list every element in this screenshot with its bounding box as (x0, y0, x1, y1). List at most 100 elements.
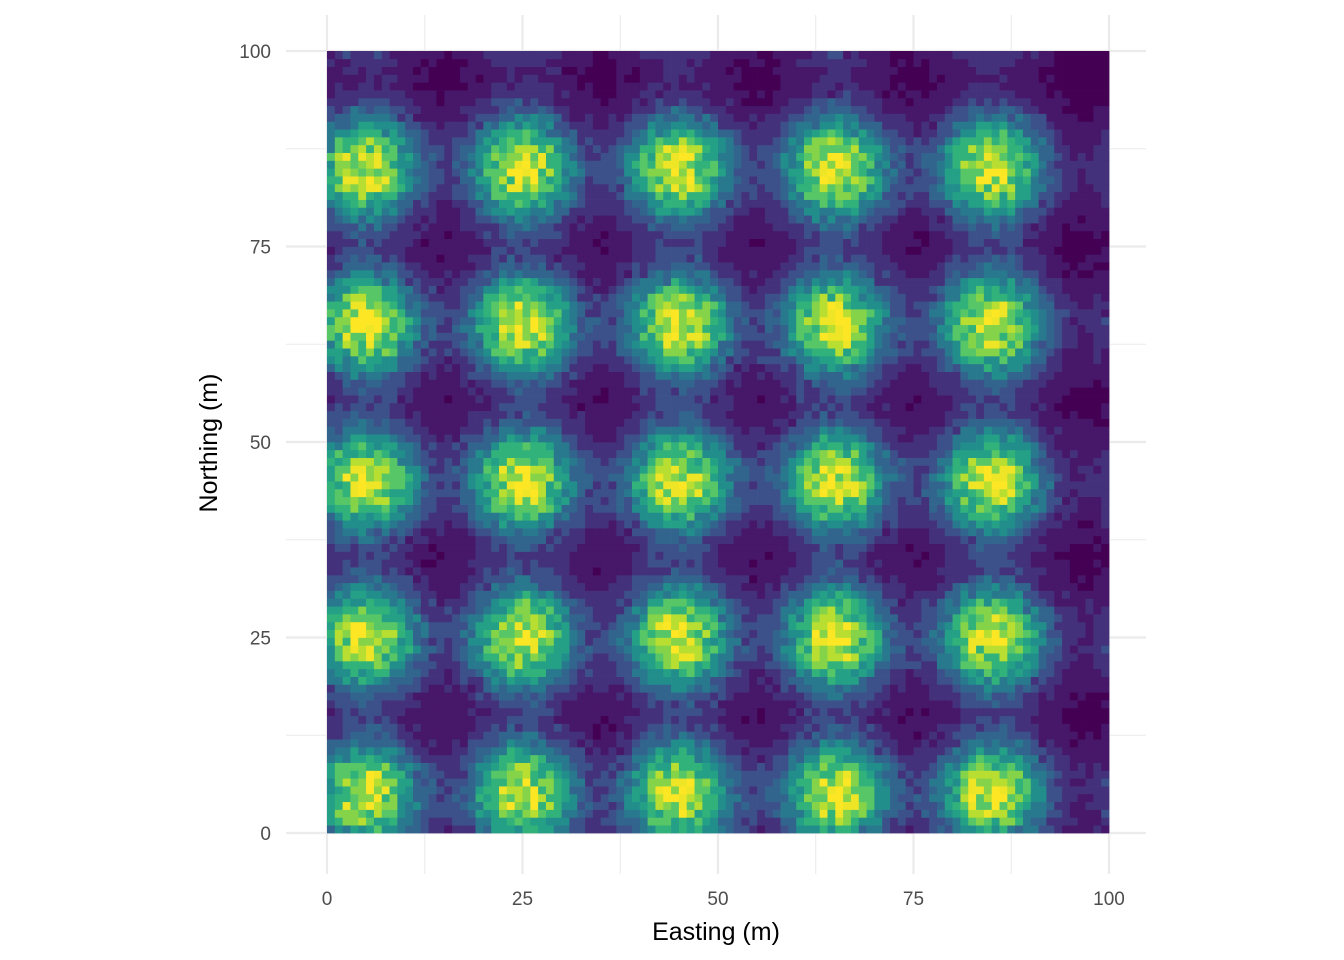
heatmap-cell (405, 262, 414, 271)
heatmap-cell (381, 543, 390, 552)
heatmap-cell (631, 567, 641, 576)
heatmap-cell (585, 434, 594, 443)
heatmap-cell (655, 754, 664, 763)
heatmap-cell (436, 121, 445, 130)
heatmap-cell (397, 442, 406, 451)
heatmap-cell (663, 371, 672, 380)
heatmap-cell (663, 207, 672, 216)
heatmap-cell (538, 723, 547, 732)
heatmap-cell (514, 309, 523, 318)
heatmap-cell (655, 129, 664, 138)
heatmap-cell (608, 58, 617, 67)
heatmap-cell (444, 528, 453, 537)
heatmap-cell (702, 97, 711, 107)
heatmap-cell (694, 90, 703, 99)
heatmap-cell (639, 582, 648, 591)
heatmap-cell (327, 176, 336, 185)
heatmap-cell (530, 668, 539, 677)
heatmap-cell (373, 645, 383, 654)
heatmap-cell (624, 621, 633, 631)
heatmap-cell (420, 528, 430, 537)
heatmap-cell (694, 269, 703, 279)
heatmap-cell (358, 113, 367, 122)
heatmap-cell (381, 426, 390, 435)
heatmap-cell (444, 754, 453, 763)
heatmap-cell (686, 316, 695, 326)
heatmap-cell (327, 269, 336, 279)
heatmap-cell (405, 598, 414, 607)
heatmap-cell (522, 574, 531, 584)
heatmap-cell (686, 207, 695, 216)
heatmap-cell (545, 692, 555, 701)
heatmap-cell (475, 746, 484, 756)
heatmap-cell (499, 731, 508, 740)
heatmap-cell (545, 582, 555, 591)
heatmap-cell (366, 817, 375, 826)
heatmap-cell (608, 97, 617, 107)
heatmap-cell (405, 223, 414, 232)
heatmap-cell (381, 113, 390, 122)
heatmap-cell (631, 660, 641, 670)
heatmap-cell (678, 309, 688, 318)
heatmap-cell (514, 215, 523, 224)
heatmap-cell (608, 395, 617, 404)
heatmap-cell (624, 793, 633, 803)
heatmap-cell (506, 746, 516, 756)
heatmap-cell (350, 629, 359, 638)
heatmap-cell (647, 183, 656, 193)
heatmap-cell (397, 567, 406, 576)
heatmap-cell (616, 324, 625, 333)
heatmap-cell (444, 473, 453, 482)
heatmap-cell (530, 152, 539, 161)
heatmap-cell (452, 739, 461, 748)
heatmap-cell (655, 660, 664, 670)
heatmap-cell (491, 457, 500, 466)
heatmap-cell (459, 144, 469, 154)
heatmap-cell (663, 535, 672, 545)
heatmap-cell (413, 731, 422, 740)
heatmap-cell (381, 637, 390, 646)
heatmap-cell (334, 426, 343, 435)
heatmap-cell (475, 528, 484, 537)
heatmap-cell (366, 144, 375, 154)
heatmap-cell (350, 137, 359, 146)
heatmap-cell (577, 660, 586, 670)
heatmap-cell (577, 97, 586, 107)
heatmap-cell (405, 191, 414, 200)
heatmap-cell (616, 754, 625, 763)
heatmap-cell (608, 692, 617, 701)
heatmap-cell (499, 191, 508, 200)
heatmap-cell (710, 793, 719, 803)
heatmap-cell (428, 535, 437, 545)
heatmap-cell (631, 457, 641, 466)
heatmap-cell (522, 410, 531, 419)
heatmap-cell (639, 129, 648, 138)
heatmap-cell (545, 215, 555, 224)
heatmap-cell (334, 496, 343, 505)
heatmap-cell (694, 754, 703, 763)
heatmap-cell (452, 465, 461, 474)
heatmap-cell (561, 238, 570, 247)
heatmap-cell (608, 653, 617, 662)
heatmap-cell (366, 379, 375, 388)
heatmap-cell (655, 684, 664, 693)
heatmap-cell (616, 293, 625, 302)
heatmap-cell (655, 160, 664, 169)
heatmap-cell (663, 387, 672, 396)
heatmap-cell (397, 770, 406, 779)
heatmap-cell (467, 809, 476, 818)
heatmap-cell (592, 176, 602, 185)
heatmap-cell (522, 692, 531, 701)
heatmap-cell (499, 410, 508, 419)
heatmap-cell (663, 51, 672, 60)
heatmap-cell (694, 355, 703, 365)
heatmap-cell (373, 262, 383, 271)
heatmap-cell (569, 113, 578, 122)
heatmap-cell (475, 246, 484, 255)
heatmap-cell (514, 793, 523, 803)
heatmap-cell (405, 520, 414, 529)
heatmap-cell (467, 348, 476, 357)
heatmap-cell (342, 801, 351, 810)
heatmap-cell (671, 51, 680, 60)
heatmap-cell (592, 215, 602, 224)
